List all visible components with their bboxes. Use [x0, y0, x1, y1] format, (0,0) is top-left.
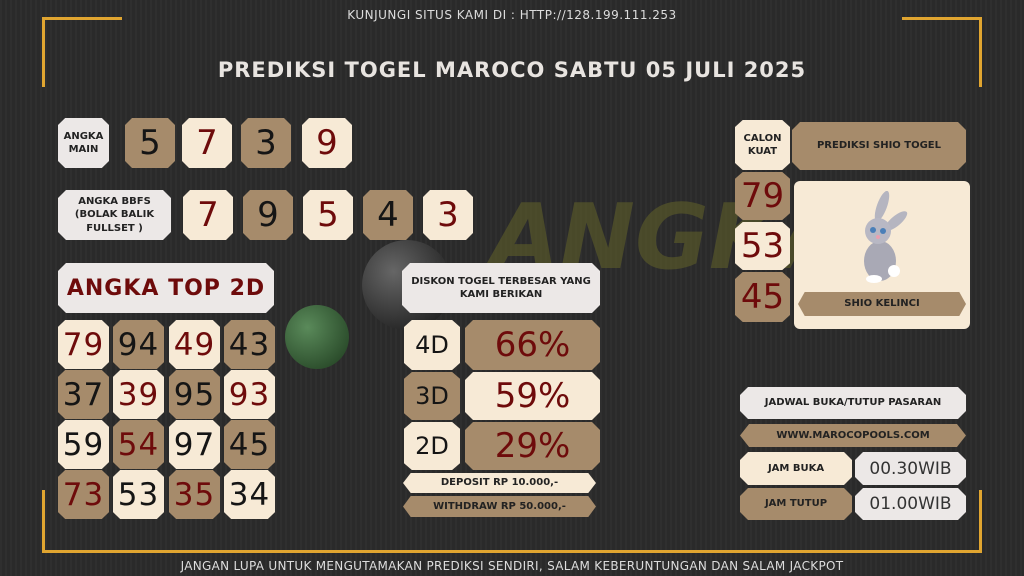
deposit-text: DEPOSIT RP 10.000,- — [403, 473, 596, 493]
bbfs-digit: 5 — [303, 190, 353, 240]
jadwal-title: JADWAL BUKA/TUTUP PASARAN — [740, 387, 966, 419]
top2d-cell: 54 — [113, 420, 164, 469]
top2d-cell: 43 — [224, 320, 275, 369]
jam-buka-value: 00.30WIB — [855, 452, 966, 485]
bbfs-digit: 3 — [423, 190, 473, 240]
frame-line — [979, 490, 982, 552]
top2d-cell: 35 — [169, 470, 220, 519]
bbfs-label: ANGKA BBFS (BOLAK BALIK FULLSET ) — [58, 190, 171, 240]
frame-line — [42, 17, 122, 20]
frame-line — [42, 490, 45, 552]
main-digit: 9 — [302, 118, 352, 168]
top2d-cell: 79 — [58, 320, 109, 369]
footer-text: JANGAN LUPA UNTUK MENGUTAMAKAN PREDIKSI … — [180, 559, 844, 573]
rabbit-icon — [864, 191, 908, 283]
calon-number: 45 — [735, 272, 790, 322]
top2d-cell: 73 — [58, 470, 109, 519]
visit-text: KUNJUNGI SITUS KAMI DI : HTTP://128.199.… — [347, 8, 677, 22]
top2d-cell: 45 — [224, 420, 275, 469]
main-digit: 7 — [182, 118, 232, 168]
diskon-value: 66% — [465, 320, 600, 370]
top2d-cell: 93 — [224, 370, 275, 419]
top2d-cell: 53 — [113, 470, 164, 519]
calon-number: 79 — [735, 172, 790, 220]
angka-main-label: ANGKA MAIN — [58, 118, 109, 168]
top2d-cell: 95 — [169, 370, 220, 419]
page-title: PREDIKSI TOGEL MAROCO SABTU 05 JULI 2025 — [217, 58, 807, 82]
frame-line — [979, 17, 982, 87]
diskon-value: 59% — [465, 372, 600, 420]
shio-name: SHIO KELINCI — [798, 292, 966, 316]
diskon-type: 3D — [404, 372, 460, 420]
jam-tutup-label: JAM TUTUP — [740, 488, 852, 520]
withdraw-text: WITHDRAW RP 50.000,- — [403, 496, 596, 517]
prediksi-shio-title: PREDIKSI SHIO TOGEL — [792, 122, 966, 170]
calon-kuat-label: CALON KUAT — [735, 120, 790, 170]
frame-line — [902, 17, 982, 20]
main-digit: 5 — [125, 118, 175, 168]
top2d-label: ANGKA TOP 2D — [58, 263, 274, 313]
top2d-cell: 34 — [224, 470, 275, 519]
diskon-value: 29% — [465, 422, 600, 470]
bbfs-digit: 9 — [243, 190, 293, 240]
bbfs-digit: 7 — [183, 190, 233, 240]
calon-number: 53 — [735, 222, 790, 270]
main-digit: 3 — [241, 118, 291, 168]
top2d-cell: 49 — [169, 320, 220, 369]
top2d-cell: 97 — [169, 420, 220, 469]
ball-8-icon — [285, 305, 349, 369]
frame-line — [42, 550, 982, 553]
top2d-cell: 94 — [113, 320, 164, 369]
jam-buka-label: JAM BUKA — [740, 452, 852, 485]
bbfs-digit: 4 — [363, 190, 413, 240]
diskon-type: 2D — [404, 422, 460, 470]
frame-line — [42, 17, 45, 87]
diskon-type: 4D — [404, 320, 460, 370]
top2d-cell: 37 — [58, 370, 109, 419]
top2d-cell: 59 — [58, 420, 109, 469]
site-link[interactable]: WWW.MAROCOPOOLS.COM — [740, 424, 966, 447]
top2d-cell: 39 — [113, 370, 164, 419]
diskon-label: DISKON TOGEL TERBESAR YANG KAMI BERIKAN — [402, 263, 600, 313]
jam-tutup-value: 01.00WIB — [855, 488, 966, 520]
